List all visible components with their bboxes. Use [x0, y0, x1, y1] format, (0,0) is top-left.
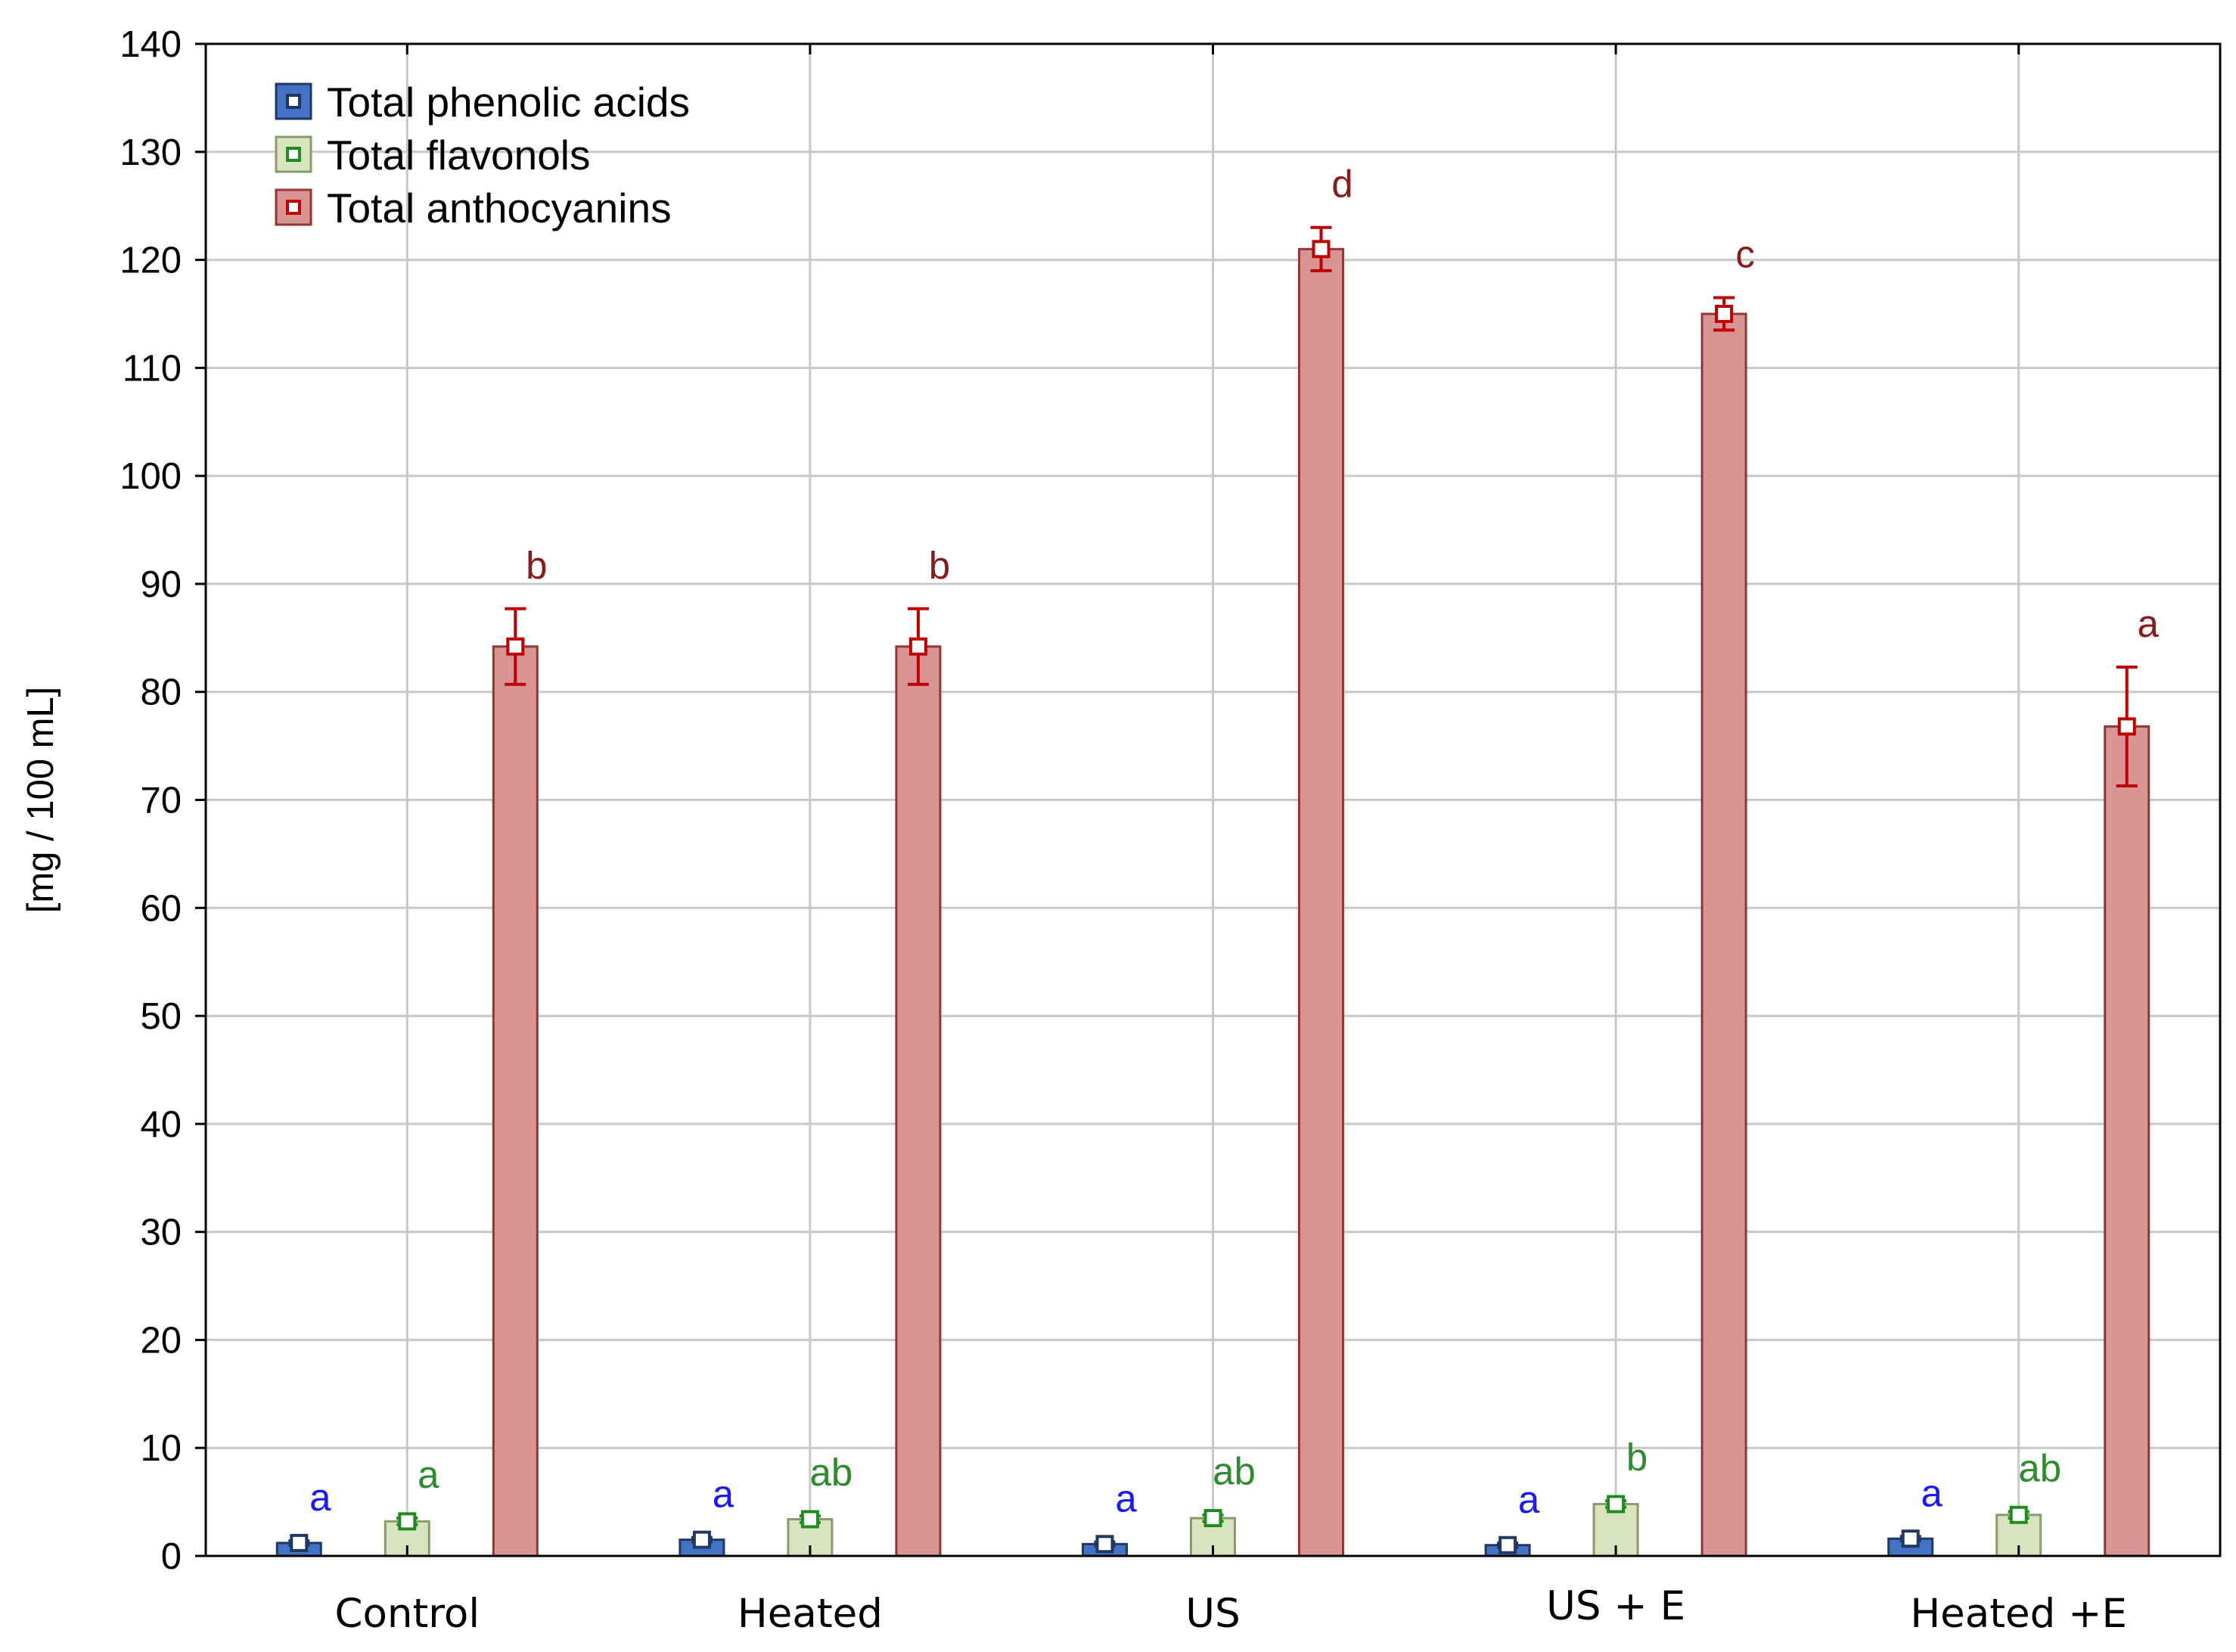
- significance-label: ab: [1213, 1450, 1256, 1493]
- bar: [895, 645, 942, 1557]
- mean-marker: [506, 637, 525, 656]
- legend-marker: [286, 147, 301, 162]
- significance-label: b: [929, 544, 950, 587]
- mean-markers: [290, 240, 2136, 1554]
- legend-label: Total flavonols: [327, 132, 591, 179]
- legend-marker: [286, 94, 301, 109]
- y-axis-ticks: 0 10 20 30 40 50 60 70 80 90 100 110 120 130 140: [120, 24, 2020, 1577]
- x-axis-labels: Control Heated US US + E Heated +E: [335, 1583, 2128, 1637]
- y-axis-title: [mg / 100 mL]: [20, 687, 61, 914]
- significance-label: a: [713, 1473, 734, 1516]
- x-category-label: Heated +E: [1910, 1591, 2127, 1637]
- x-category-label: US + E: [1546, 1583, 1685, 1629]
- significance-labels: a a a a a a ab ab b ab b b d c a: [309, 163, 2159, 1521]
- significance-label: a: [1518, 1478, 1540, 1521]
- y-tick-label: 30: [140, 1213, 182, 1253]
- y-tick-label: 40: [140, 1104, 182, 1145]
- significance-label: a: [1115, 1477, 1137, 1520]
- x-category-label: Heated: [738, 1591, 883, 1637]
- legend-marker: [286, 200, 301, 215]
- x-category-label: US: [1185, 1591, 1240, 1637]
- mean-marker: [1312, 240, 1331, 259]
- significance-label: ab: [810, 1451, 853, 1494]
- significance-label: b: [1626, 1436, 1647, 1479]
- mean-marker: [398, 1512, 417, 1531]
- legend-swatch: [275, 188, 312, 226]
- bars: [275, 247, 2151, 1557]
- bar: [2104, 725, 2151, 1557]
- y-tick-label: 0: [161, 1536, 182, 1577]
- significance-label: b: [526, 544, 547, 587]
- bar: [1700, 312, 1747, 1557]
- y-tick-label: 120: [120, 241, 182, 281]
- y-tick-label: 80: [140, 672, 182, 713]
- mean-marker: [290, 1533, 309, 1552]
- significance-label: ab: [2018, 1446, 2061, 1489]
- x-category-label: Control: [335, 1591, 480, 1637]
- significance-label: a: [2138, 602, 2160, 645]
- bar: [1298, 247, 1344, 1557]
- y-tick-label: 140: [120, 24, 182, 65]
- y-tick-label: 50: [140, 996, 182, 1037]
- y-tick-label: 20: [140, 1320, 182, 1361]
- mean-marker: [2117, 717, 2136, 736]
- mean-marker: [1498, 1536, 1517, 1554]
- mean-marker: [800, 1510, 819, 1529]
- significance-label: a: [309, 1476, 331, 1519]
- mean-marker: [1203, 1509, 1222, 1528]
- y-tick-label: 60: [140, 888, 182, 929]
- mean-marker: [1901, 1529, 1920, 1548]
- significance-label: c: [1735, 233, 1755, 276]
- mean-marker: [1607, 1495, 1626, 1514]
- y-tick-label: 70: [140, 781, 182, 821]
- y-tick-label: 110: [123, 348, 182, 389]
- y-tick-label: 130: [120, 132, 182, 173]
- significance-label: d: [1331, 163, 1352, 206]
- y-tick-label: 10: [140, 1428, 182, 1469]
- legend: Total phenolic acids Total flavonols Total…: [275, 79, 690, 231]
- y-tick-label: 90: [140, 564, 182, 605]
- gridlines: [206, 44, 2220, 1556]
- mean-marker: [2009, 1505, 2028, 1524]
- y-tick-label: 100: [120, 456, 182, 497]
- mean-marker: [692, 1530, 711, 1549]
- legend-label: Total anthocyanins: [327, 185, 672, 231]
- significance-label: a: [418, 1453, 439, 1496]
- mean-marker: [1095, 1535, 1114, 1554]
- bar: [492, 645, 539, 1557]
- mean-marker: [908, 637, 927, 656]
- significance-label: a: [1921, 1471, 1943, 1514]
- legend-label: Total phenolic acids: [327, 79, 690, 126]
- mean-marker: [1715, 304, 1734, 323]
